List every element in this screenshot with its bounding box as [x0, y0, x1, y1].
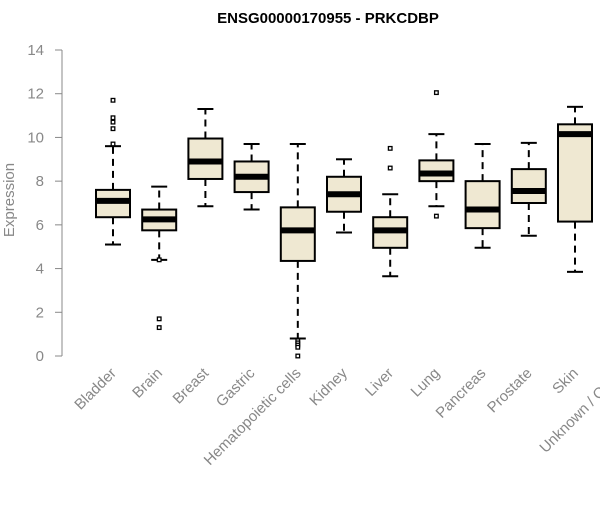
- box-plots: [95, 90, 593, 359]
- y-tick-label: 6: [36, 217, 44, 234]
- box-group: [464, 142, 501, 249]
- x-tick-label: Gastric: [213, 364, 259, 410]
- x-tick-label: Kidney: [306, 364, 351, 409]
- box-group: [372, 145, 409, 278]
- x-tick-label: Brain: [129, 365, 166, 402]
- outlier-point: [110, 119, 116, 125]
- outlier-point: [295, 344, 301, 350]
- box-group: [326, 158, 362, 234]
- box-group: [233, 142, 270, 211]
- x-tick-label: Liver: [362, 365, 397, 400]
- y-tick-label: 12: [27, 86, 44, 103]
- outlier-point: [433, 213, 439, 219]
- iqr-box: [510, 168, 547, 204]
- x-tick-label: Pancreas: [433, 365, 490, 422]
- y-tick-label: 2: [36, 304, 44, 321]
- box-group: [279, 142, 316, 359]
- box-group: [141, 185, 178, 331]
- x-tick-label: Prostate: [484, 365, 536, 417]
- x-tick-label: Bladder: [71, 365, 120, 414]
- outlier-point: [156, 316, 162, 322]
- outlier-point: [156, 257, 162, 263]
- y-tick-label: 14: [27, 42, 44, 59]
- y-tick-label: 8: [36, 173, 44, 190]
- box-group: [95, 97, 131, 246]
- outlier-point: [156, 325, 162, 331]
- box-group: [418, 90, 455, 219]
- y-tick-label: 10: [27, 129, 44, 146]
- y-tick-label: 4: [36, 261, 44, 278]
- outlier-point: [110, 115, 116, 121]
- x-tick-label: Breast: [170, 364, 213, 407]
- outlier-point: [387, 145, 393, 151]
- iqr-box: [464, 180, 501, 230]
- y-tick-label: 0: [36, 348, 44, 365]
- outlier-point: [110, 97, 116, 103]
- chart-title: ENSG00000170955 - PRKCDBP: [217, 10, 439, 27]
- outlier-point: [110, 126, 116, 132]
- outlier-point: [387, 165, 393, 171]
- outlier-point: [433, 90, 439, 96]
- outlier-point: [110, 141, 116, 147]
- iqr-box: [279, 206, 316, 262]
- box-group: [187, 108, 224, 208]
- x-tick-label: Skin: [549, 365, 582, 398]
- box-group: [510, 141, 547, 237]
- box-group: [557, 105, 593, 273]
- x-tick-label: Lung: [408, 365, 444, 401]
- y-axis: 0 2 4 6 8 10 12 14: [27, 42, 63, 365]
- y-axis-label: Expression: [1, 163, 18, 237]
- iqr-box: [557, 123, 593, 223]
- outlier-point: [295, 353, 301, 359]
